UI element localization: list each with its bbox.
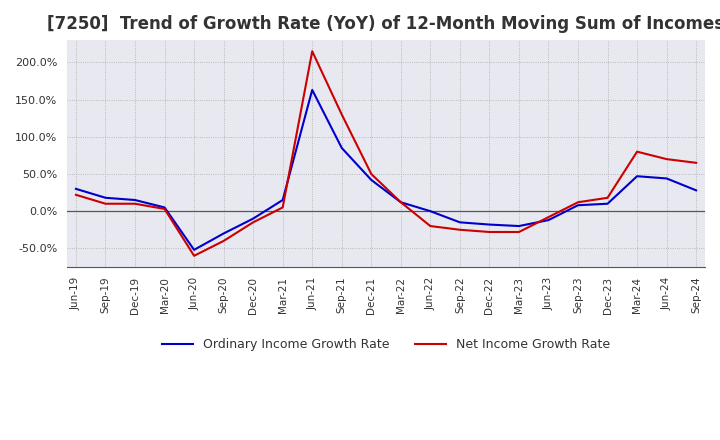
Line: Ordinary Income Growth Rate: Ordinary Income Growth Rate bbox=[76, 90, 696, 250]
Ordinary Income Growth Rate bbox=[515, 224, 523, 229]
Ordinary Income Growth Rate bbox=[485, 222, 494, 227]
Ordinary Income Growth Rate bbox=[633, 173, 642, 179]
Net Income Growth Rate bbox=[574, 200, 582, 205]
Ordinary Income Growth Rate bbox=[662, 176, 671, 181]
Ordinary Income Growth Rate bbox=[161, 205, 169, 210]
Legend: Ordinary Income Growth Rate, Net Income Growth Rate: Ordinary Income Growth Rate, Net Income … bbox=[157, 333, 615, 356]
Ordinary Income Growth Rate bbox=[308, 87, 317, 92]
Ordinary Income Growth Rate bbox=[692, 188, 701, 193]
Ordinary Income Growth Rate bbox=[71, 186, 80, 191]
Net Income Growth Rate bbox=[102, 201, 110, 206]
Ordinary Income Growth Rate bbox=[190, 247, 199, 253]
Net Income Growth Rate bbox=[426, 224, 435, 229]
Net Income Growth Rate bbox=[544, 214, 553, 220]
Net Income Growth Rate bbox=[485, 229, 494, 235]
Ordinary Income Growth Rate bbox=[456, 220, 464, 225]
Line: Net Income Growth Rate: Net Income Growth Rate bbox=[76, 51, 696, 256]
Ordinary Income Growth Rate bbox=[102, 195, 110, 201]
Ordinary Income Growth Rate bbox=[249, 216, 258, 221]
Net Income Growth Rate bbox=[279, 205, 287, 210]
Ordinary Income Growth Rate bbox=[338, 145, 346, 150]
Net Income Growth Rate bbox=[71, 192, 80, 198]
Net Income Growth Rate bbox=[190, 253, 199, 258]
Net Income Growth Rate bbox=[220, 238, 228, 244]
Net Income Growth Rate bbox=[633, 149, 642, 154]
Ordinary Income Growth Rate bbox=[220, 231, 228, 236]
Net Income Growth Rate bbox=[131, 201, 140, 206]
Net Income Growth Rate bbox=[397, 200, 405, 205]
Net Income Growth Rate bbox=[603, 195, 612, 201]
Net Income Growth Rate bbox=[249, 220, 258, 225]
Ordinary Income Growth Rate bbox=[603, 201, 612, 206]
Ordinary Income Growth Rate bbox=[426, 209, 435, 214]
Net Income Growth Rate bbox=[308, 49, 317, 54]
Net Income Growth Rate bbox=[456, 227, 464, 232]
Net Income Growth Rate bbox=[515, 229, 523, 235]
Ordinary Income Growth Rate bbox=[397, 200, 405, 205]
Ordinary Income Growth Rate bbox=[544, 217, 553, 223]
Title: [7250]  Trend of Growth Rate (YoY) of 12-Month Moving Sum of Incomes: [7250] Trend of Growth Rate (YoY) of 12-… bbox=[48, 15, 720, 33]
Net Income Growth Rate bbox=[338, 112, 346, 117]
Ordinary Income Growth Rate bbox=[279, 198, 287, 203]
Ordinary Income Growth Rate bbox=[574, 202, 582, 208]
Net Income Growth Rate bbox=[367, 171, 376, 176]
Ordinary Income Growth Rate bbox=[367, 177, 376, 183]
Net Income Growth Rate bbox=[692, 160, 701, 165]
Net Income Growth Rate bbox=[161, 206, 169, 212]
Ordinary Income Growth Rate bbox=[131, 198, 140, 203]
Net Income Growth Rate bbox=[662, 157, 671, 162]
